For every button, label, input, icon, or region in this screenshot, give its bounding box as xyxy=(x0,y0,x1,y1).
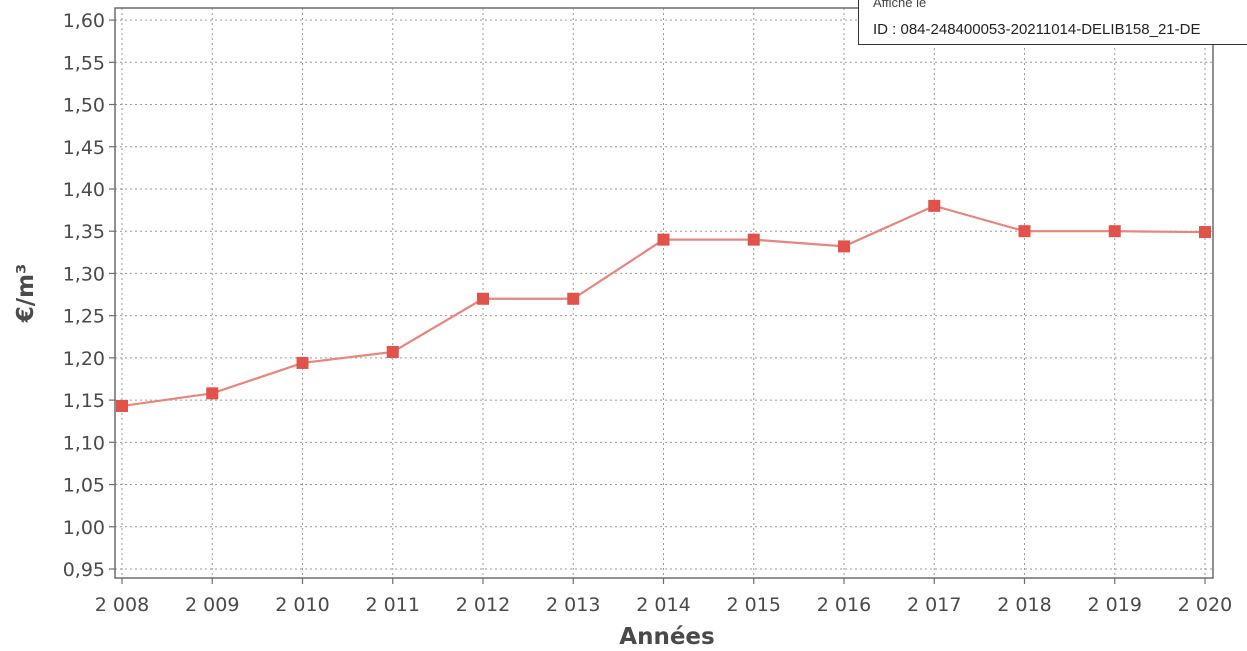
data-point-marker xyxy=(747,233,760,246)
x-tick-label: 2 011 xyxy=(366,594,420,616)
x-axis-title: Années xyxy=(619,624,714,650)
x-tick-label: 2 018 xyxy=(997,594,1051,616)
y-axis-ticks: 0,95 1,00 1,05 1,10 1,15 1,20 1,25 1,30 1,35 1,40… xyxy=(63,10,115,581)
stamp-posted-label: Affiché le xyxy=(873,0,927,10)
data-point-marker xyxy=(477,292,489,305)
data-point-marker xyxy=(567,292,580,305)
x-tick-label: 2 014 xyxy=(636,594,690,616)
data-point-marker xyxy=(1108,225,1121,238)
y-tick-label: 1,40 xyxy=(63,179,105,201)
y-tick-label: 0,95 xyxy=(63,559,105,581)
data-point-marker xyxy=(1199,226,1211,239)
stamp-id-text: ID : 084-248400053-20211014-DELIB158_21-… xyxy=(873,21,1201,38)
data-point-marker xyxy=(838,240,850,253)
y-tick-label: 1,55 xyxy=(63,52,105,74)
data-point-marker xyxy=(116,400,128,413)
x-tick-label: 2 020 xyxy=(1178,594,1232,616)
x-tick-label: 2 016 xyxy=(817,594,871,616)
y-tick-label: 1,10 xyxy=(63,432,105,454)
data-point-marker xyxy=(386,345,399,358)
x-tick-label: 2 019 xyxy=(1088,594,1142,616)
x-tick-label: 2 009 xyxy=(185,594,239,616)
y-tick-label: 1,50 xyxy=(63,95,105,117)
data-point-marker xyxy=(206,387,219,400)
y-tick-label: 1,15 xyxy=(63,390,105,412)
x-tick-label: 2 008 xyxy=(95,594,149,616)
x-tick-label: 2 013 xyxy=(546,594,600,616)
y-tick-label: 1,00 xyxy=(63,517,105,539)
series-group xyxy=(116,199,1211,413)
x-tick-label: 2 010 xyxy=(275,594,329,616)
x-tick-label: 2 012 xyxy=(456,594,510,616)
x-axis-ticks: 2 008 2 009 2 010 2 011 2 012 2 013 2 014 2 015… xyxy=(95,578,1232,616)
y-tick-label: 1,30 xyxy=(63,263,105,285)
y-tick-label: 1,25 xyxy=(63,306,105,328)
x-tick-label: 2 015 xyxy=(727,594,781,616)
x-tick-label: 2 017 xyxy=(907,594,961,616)
y-tick-label: 1,45 xyxy=(63,137,105,159)
y-tick-label: 1,60 xyxy=(63,10,105,32)
data-point-marker xyxy=(657,233,670,246)
data-point-marker xyxy=(928,199,941,212)
document-stamp: Affiché le ID : 084-248400053-20211014-D… xyxy=(858,0,1247,45)
data-point-marker xyxy=(1018,225,1031,238)
y-tick-label: 1,20 xyxy=(63,348,105,370)
y-axis-title: €/m³ xyxy=(13,264,39,323)
y-tick-label: 1,35 xyxy=(63,221,105,243)
grid-lines xyxy=(115,8,1213,578)
y-tick-label: 1,05 xyxy=(63,475,105,497)
data-point-marker xyxy=(296,356,309,369)
